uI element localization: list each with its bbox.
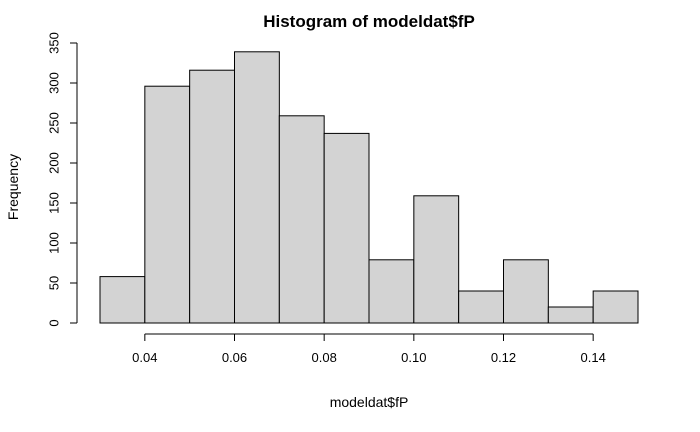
histogram-bar-9	[503, 259, 549, 324]
x-tick-label-4: 0.12	[491, 350, 516, 365]
histogram-bar-5	[323, 132, 370, 324]
x-axis-label: modeldat$fP	[330, 394, 409, 410]
y-axis: 0 50 100 150 200 250 300 350	[47, 32, 78, 327]
histogram-bar-4	[278, 115, 325, 324]
chart-title: Histogram of modeldat$fP	[263, 12, 475, 31]
histogram-bar-8	[458, 290, 504, 324]
histogram-bar-2	[189, 69, 236, 324]
y-tick-label-5: 250	[47, 112, 62, 134]
y-tick-label-0: 0	[47, 319, 62, 326]
y-tick-label-3: 150	[47, 192, 62, 214]
x-tick-label-5: 0.14	[581, 350, 606, 365]
histogram-bar-3	[234, 51, 280, 324]
histogram-bar-6	[368, 259, 415, 324]
y-tick-label-7: 350	[47, 32, 62, 54]
histogram-bar-11	[592, 290, 639, 324]
x-tick-label-2: 0.08	[312, 350, 337, 365]
y-tick-label-6: 300	[47, 72, 62, 94]
y-tick-label-4: 200	[47, 152, 62, 174]
histogram-bar-10	[547, 306, 594, 324]
histogram-bar-7	[413, 195, 460, 324]
x-tick-label-1: 0.06	[222, 350, 247, 365]
histogram-bar-0	[99, 276, 146, 324]
histogram-bar-1	[144, 85, 191, 324]
y-tick-label-1: 50	[47, 276, 62, 290]
y-tick-label-2: 100	[47, 232, 62, 254]
bars-group	[99, 51, 639, 324]
y-axis-label: Frequency	[5, 154, 21, 220]
x-axis: 0.04 0.06 0.08 0.10 0.12 0.14	[132, 333, 606, 365]
x-tick-label-0: 0.04	[132, 350, 157, 365]
x-tick-label-3: 0.10	[401, 350, 426, 365]
